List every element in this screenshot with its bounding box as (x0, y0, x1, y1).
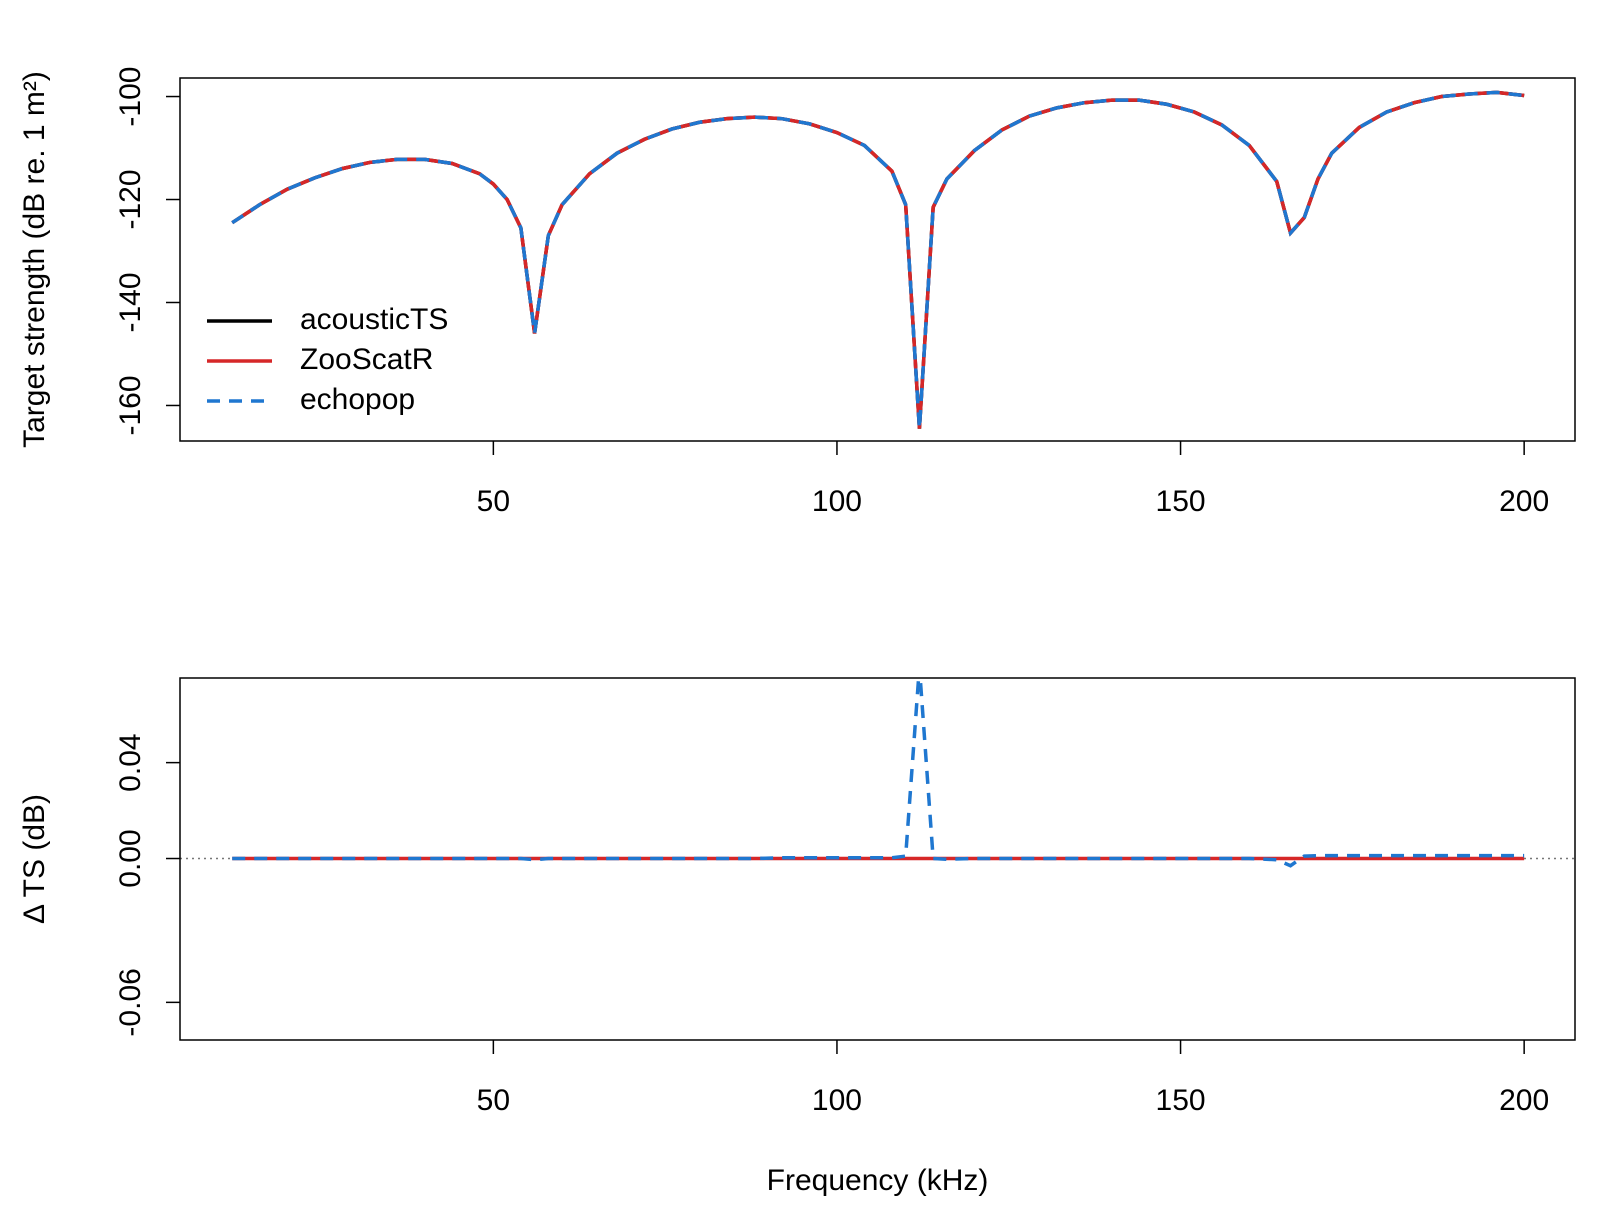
series-group (231, 90, 1525, 429)
legend-label: acousticTS (300, 303, 448, 336)
series-line (231, 90, 1525, 429)
x-axis-label: Frequency (kHz) (767, 1164, 989, 1197)
y-tick-label: -140 (114, 272, 147, 332)
legend-label: ZooScatR (300, 343, 433, 376)
series-group (231, 90, 1525, 429)
series-line (232, 678, 1525, 868)
x-tick-label: 200 (1499, 1084, 1549, 1117)
y-tick-label: 0.04 (114, 733, 147, 791)
x-tick-label: 100 (812, 485, 862, 518)
y-axis-label: Δ TS (dB) (18, 794, 51, 924)
x-tick-label: 150 (1156, 485, 1206, 518)
series-group (231, 90, 1525, 429)
series-line (231, 90, 1525, 429)
plot-frame (179, 677, 1576, 1041)
x-tick-label: 100 (812, 1084, 862, 1117)
series-group (232, 678, 1525, 868)
x-tick-label: 50 (477, 1084, 510, 1117)
y-tick-label: -120 (114, 169, 147, 229)
y-tick-label: -100 (114, 67, 147, 127)
plot-frame (179, 77, 1576, 442)
x-tick-label: 150 (1156, 1084, 1206, 1117)
x-tick-label: 50 (477, 485, 510, 518)
legend-label: echopop (300, 383, 415, 416)
y-tick-label: -160 (114, 375, 147, 435)
series-line (231, 90, 1525, 429)
y-tick-label: -0.06 (114, 968, 147, 1036)
y-axis-label: Target strength (dB re. 1 m²) (18, 71, 51, 448)
x-tick-label: 200 (1499, 485, 1549, 518)
y-tick-label: 0.00 (114, 829, 147, 887)
